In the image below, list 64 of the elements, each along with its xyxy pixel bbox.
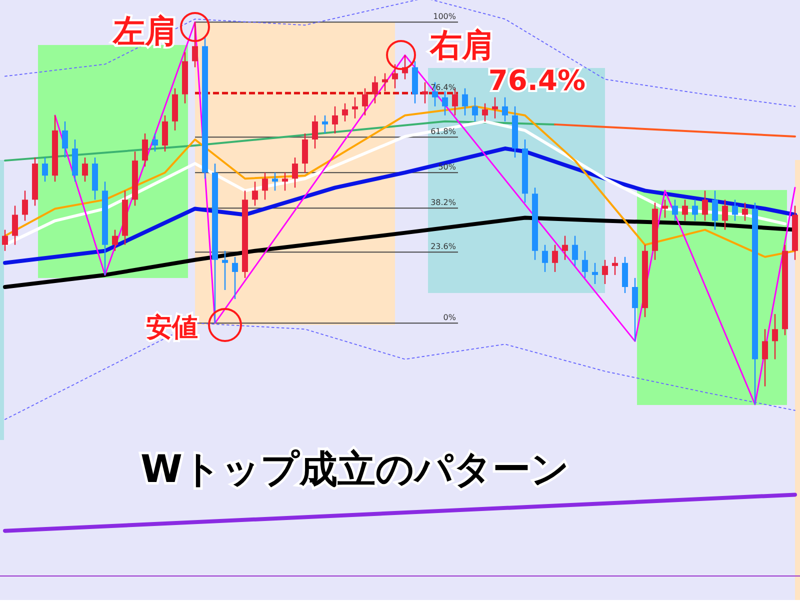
ref-line-label: 23.6% [430,242,456,252]
candlestick [462,88,468,116]
candlestick [482,102,488,122]
candlestick [682,199,688,222]
annotation: 76.4% [488,64,586,97]
candlestick [42,156,48,182]
candlestick [262,172,268,200]
candlestick [742,202,748,222]
text: Wトップ成立のパターン [140,447,570,491]
candlestick [82,156,88,182]
candlestick [232,256,238,300]
candlestick [142,132,148,168]
candlestick [62,120,68,158]
candlestick [332,106,338,134]
candlestick [762,328,768,387]
candlestick [422,82,428,104]
candlestick [572,235,578,267]
candlestick [312,114,318,150]
candlestick [2,229,8,252]
candlestick [152,132,158,152]
candlestick [272,172,278,192]
candlestick [112,229,118,252]
candlestick [292,156,298,188]
candlestick [12,205,18,246]
annotation: 左肩 [112,12,177,50]
ref-line-label: 50% [438,162,456,172]
candlestick [772,313,778,360]
candlestick [382,72,388,92]
candlestick [492,96,498,120]
candlestick [442,90,448,116]
candlestick [542,244,548,273]
candlestick [662,199,668,218]
candlestick [732,199,738,222]
annotation: 右肩 [429,26,494,64]
candlestick [702,190,708,222]
candlestick [552,244,558,273]
candlestick [322,114,328,134]
candlestick [592,262,598,285]
candlestick [692,199,698,222]
candlestick [252,181,258,206]
candlestick [712,190,718,230]
candlestick [222,250,228,291]
annotation: 安値 [146,313,198,343]
candlestick [362,88,368,116]
candlestick [342,102,348,122]
candlestick [612,256,618,276]
candlestick [562,235,568,261]
candlestick [22,190,28,222]
ref-line-label: 38.2% [430,198,456,208]
candlestick [192,21,198,68]
candlestick [672,199,678,222]
candlestick [632,277,638,342]
candlestick [372,76,378,104]
candlestick [472,96,478,122]
candlestick [352,96,358,120]
candlestick [582,250,588,279]
candlestick [502,96,508,122]
ref-line-label: 0% [443,313,456,322]
candlestick [392,64,398,89]
candlestick [722,199,728,230]
candlestick [282,172,288,192]
candlestick [602,259,608,285]
ref-line-label: 100% [433,12,456,22]
ref-line-label: 61.8% [430,127,456,136]
